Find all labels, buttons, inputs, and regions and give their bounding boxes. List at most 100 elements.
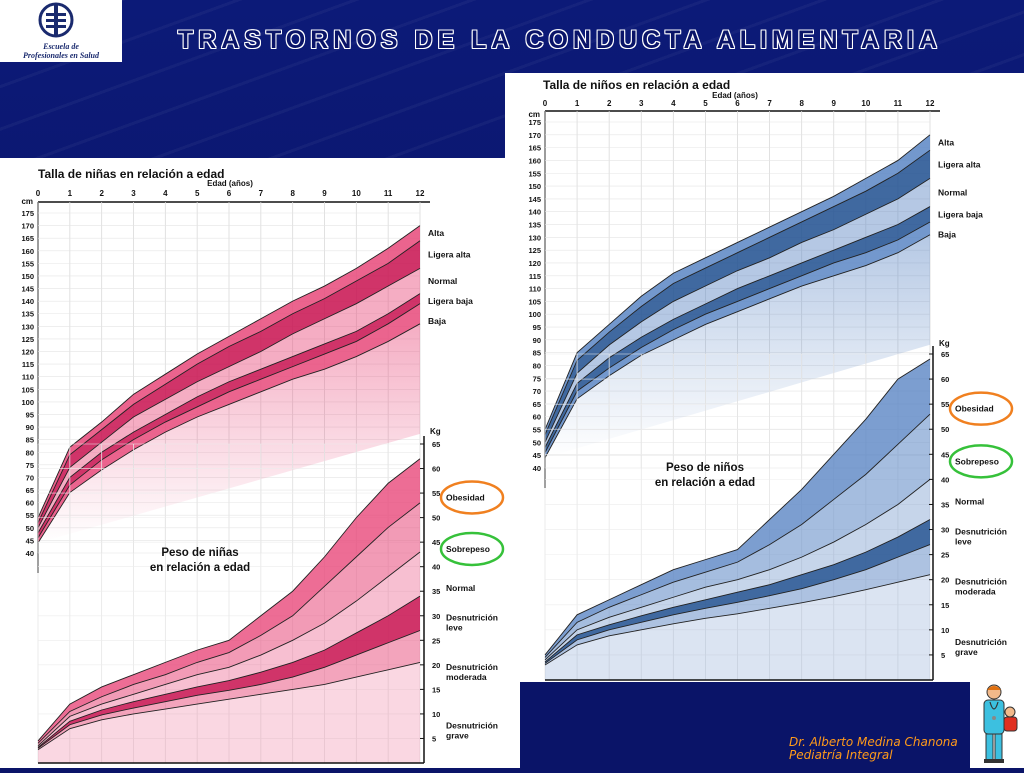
boys-talla-xtick: 0: [543, 99, 548, 108]
boys-peso-label-normal: Normal: [955, 496, 984, 506]
boys-talla-ytick: 120: [528, 259, 541, 268]
boys-peso-highlight-sobrepeso: [948, 444, 1014, 479]
author-credit: Dr. Alberto Medina Chanona Pediatría Int…: [789, 736, 958, 762]
boys-peso-line-desnutricion-moderada: [544, 544, 931, 664]
boys-talla-xtick: 7: [767, 99, 772, 108]
girls-peso-ytick: 40: [432, 563, 440, 572]
girls-peso-ytick: 65: [432, 440, 440, 449]
girls-talla-xtick: 2: [99, 189, 104, 198]
boys-peso-title-line1: Peso de niños: [666, 462, 744, 474]
girls-talla-band: [38, 303, 420, 543]
boys-peso-ytick: 15: [941, 601, 949, 610]
girls-talla-xtick: 0: [36, 189, 41, 198]
boys-talla-band: [545, 221, 930, 458]
boys-talla-ytick: 40: [533, 464, 541, 473]
boys-peso-ytick: 25: [941, 551, 949, 560]
girls-talla-ytick: 40: [26, 549, 34, 558]
boys-talla-line-normal: [544, 178, 931, 443]
girls-peso-label-sobrepeso: Sobrepeso: [446, 544, 490, 554]
girls-peso-label-desnutricion-leve-a: Desnutrición: [446, 613, 498, 623]
boys-talla-ytick: 80: [533, 361, 541, 370]
boys-talla-ytick: 105: [528, 297, 541, 306]
boys-peso-line-obesidad: [544, 358, 931, 656]
girls-talla-ytick: 90: [26, 423, 34, 432]
boys-peso-label-desnutricion-leve-b: leve: [955, 537, 972, 547]
boys-peso-ytick: 5: [941, 651, 945, 660]
boys-peso-label-desnutricion-grave-a: Desnutrición: [955, 637, 1007, 647]
girls-peso-ytick: 15: [432, 685, 440, 694]
boys-talla-ytick: 155: [528, 169, 541, 178]
girls-peso-band: [38, 502, 420, 746]
boys-talla-ytick: 70: [533, 387, 541, 396]
girls-peso-ytick: 35: [432, 587, 440, 596]
boys-talla-label-normal: Normal: [938, 187, 967, 197]
girls-talla-label-ligera-baja: Ligera baja: [428, 296, 473, 306]
girls-talla-label-normal: Normal: [428, 276, 457, 286]
boys-peso-label-desnutricion-leve-a: Desnutrición: [955, 527, 1007, 537]
footer-bar: [520, 682, 970, 768]
girls-chart-panel: Talla de niñas en relación a edad Edad (a…: [0, 158, 520, 768]
girls-talla-label-ligera-alta: Ligera alta: [428, 250, 471, 260]
girls-talla-ytick: 70: [26, 473, 34, 482]
girls-peso-title-line2: en relación a edad: [150, 562, 250, 574]
girls-talla-label-baja: Baja: [428, 316, 446, 326]
boys-peso-label-desnutricion-grave-b: grave: [955, 647, 978, 657]
boys-peso-ytick: 55: [941, 400, 949, 409]
boys-talla-band: [545, 206, 930, 453]
boys-talla-ytick: 75: [533, 374, 541, 383]
boys-talla-ytick: 115: [529, 272, 541, 281]
girls-talla-ytick: 170: [21, 222, 34, 231]
girls-talla-band: [38, 240, 420, 528]
boys-talla-label-baja: Baja: [938, 229, 956, 239]
girls-talla-xtick: 4: [163, 189, 168, 198]
boys-peso-title-line2: en relación a edad: [655, 477, 755, 489]
girls-peso-label-normal: Normal: [446, 583, 475, 593]
boys-peso-base-fill: [545, 574, 930, 680]
girls-peso-ytick: 30: [432, 612, 440, 621]
girls-talla-ytick: 150: [21, 272, 34, 281]
logo-text-line2: Profesionales en Salud: [22, 51, 99, 60]
girls-talla-xtick: 8: [290, 189, 295, 198]
girls-peso-base-fill: [38, 662, 420, 763]
girls-talla-xtick: 1: [68, 189, 73, 198]
boys-peso-ytick: 50: [941, 425, 949, 434]
girls-talla-ytick: 85: [26, 436, 34, 445]
boys-peso-label-sobrepeso: Sobrepeso: [955, 456, 999, 466]
boys-talla-label-ligera-baja: Ligera baja: [938, 209, 983, 219]
boys-talla-xtick: 12: [926, 99, 935, 108]
girls-talla-line-alta: [37, 225, 421, 518]
boys-talla-ytick: 140: [528, 208, 541, 217]
girls-peso-label-desnutricion-grave-b: grave: [446, 731, 469, 741]
boys-peso-highlight-obesidad: [948, 391, 1014, 426]
girls-talla-ytick: 80: [26, 448, 34, 457]
boys-talla-ytick: 175: [528, 118, 541, 127]
girls-talla-ytick: 45: [26, 536, 34, 545]
boys-talla-xtick: 6: [735, 99, 740, 108]
boys-peso-ylabel: Kg: [939, 339, 950, 348]
girls-talla-ytick: 105: [21, 385, 34, 394]
boys-talla-line-alta: [544, 134, 931, 430]
boys-talla-ytick: 170: [528, 131, 541, 140]
boys-peso-band: [545, 544, 930, 665]
girls-talla-line-ligera-alta: [37, 240, 421, 523]
boys-talla-ytick: 55: [533, 426, 541, 435]
boys-talla-ytick: 165: [528, 144, 541, 153]
school-logo: Escuela de Profesionales en Salud: [0, 0, 122, 62]
girls-peso-highlight-sobrepeso: [439, 531, 505, 567]
girls-peso-band: [38, 551, 420, 748]
doctor-with-child-icon: [983, 684, 1018, 763]
girls-talla-line-normal: [37, 268, 421, 529]
girls-talla-ytick: 135: [21, 310, 34, 319]
boys-peso-ytick: 30: [941, 526, 949, 535]
girls-talla-xtick: 3: [131, 189, 136, 198]
boys-talla-ytick: 130: [528, 233, 541, 242]
boys-talla-xtick: 2: [607, 99, 612, 108]
logo-text-line1: Escuela de: [43, 42, 79, 51]
girls-peso-ytick: 20: [432, 661, 440, 670]
boys-talla-ytick: 125: [528, 246, 541, 255]
boys-talla-title: Talla de niños en relación a edad: [543, 78, 730, 92]
girls-talla-xtick: 6: [227, 189, 232, 198]
boys-talla-ytick: 135: [528, 221, 541, 230]
girls-talla-xtick: 11: [384, 189, 393, 198]
boys-peso-line-sobrepeso: [544, 413, 931, 658]
